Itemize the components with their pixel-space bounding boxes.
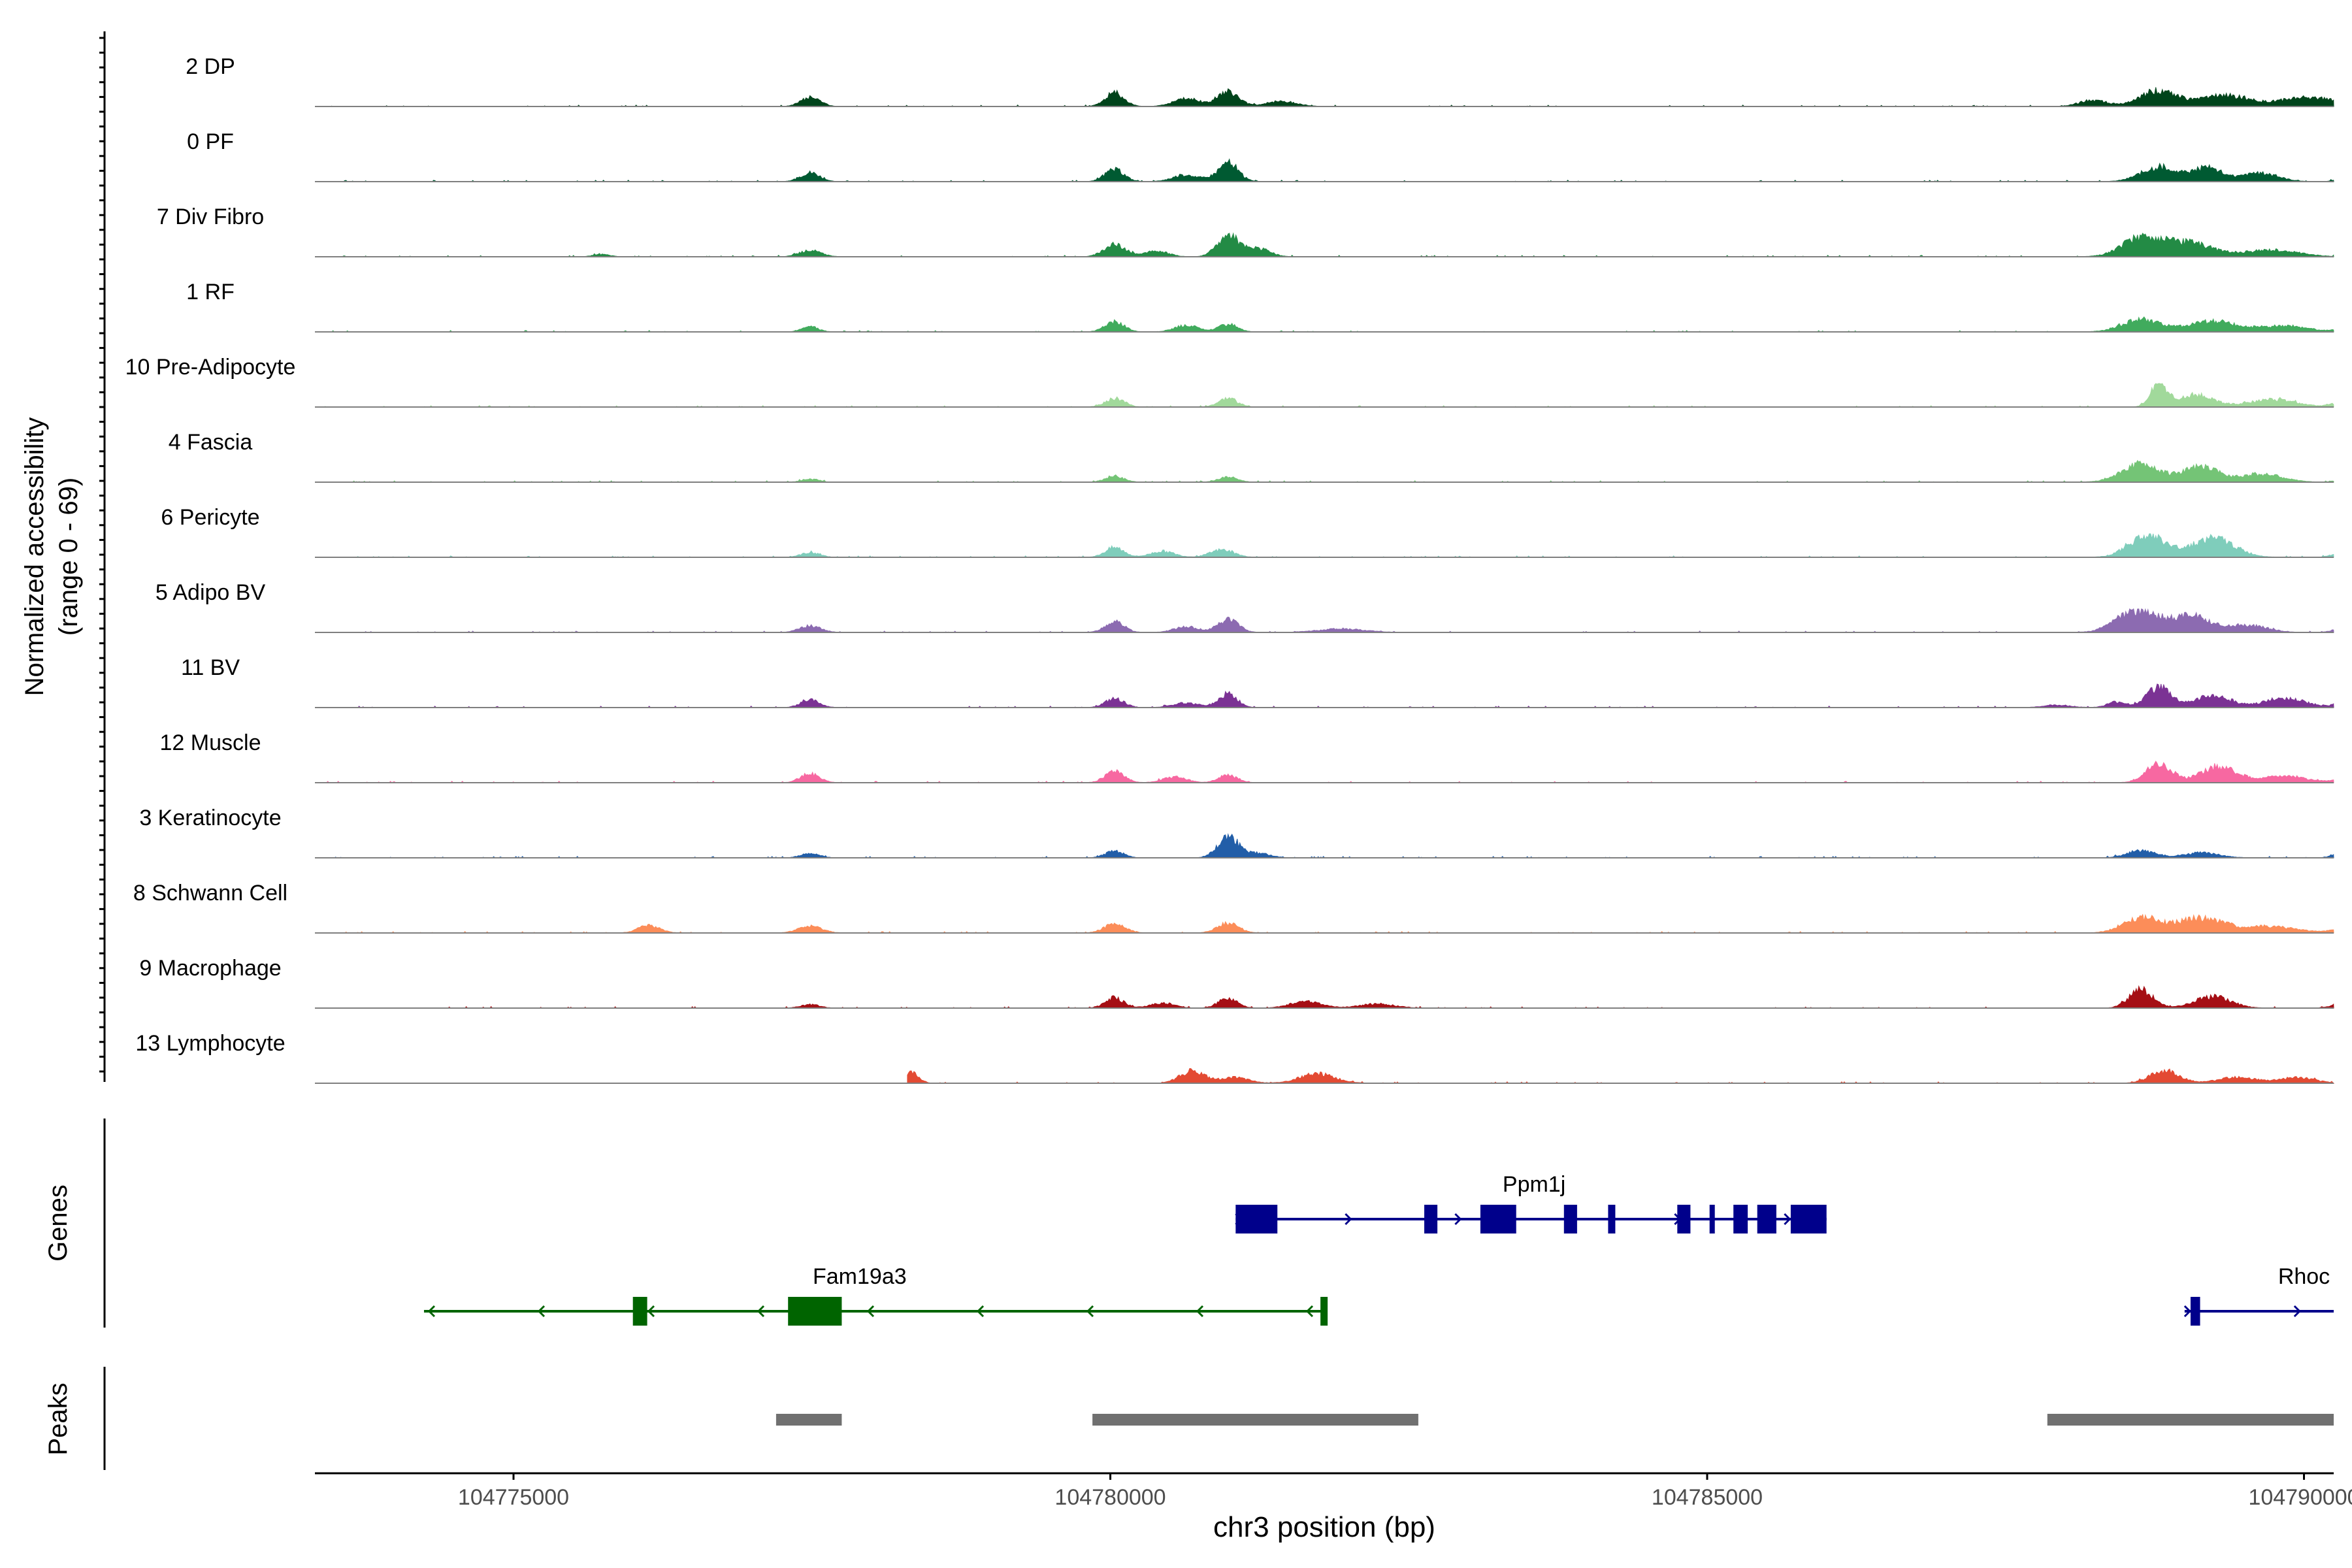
strand-arrow <box>1345 1213 1352 1226</box>
strand-arrow <box>976 1305 985 1318</box>
coverage-tracks: 2 DP 0 PF 7 Div Fibro 1 RF 10 Pre-Adipocyte 4… <box>125 54 2335 1084</box>
peaks-track-label: Peaks <box>44 1382 73 1455</box>
coverage-area-0-pf <box>322 158 2334 182</box>
gene-exon <box>2190 1297 2200 1326</box>
genes-track: Genes Ppm1j Fam19a3 Rhoc <box>44 1119 2334 1328</box>
gene-fam19a3: Fam19a3 <box>423 1264 1328 1326</box>
y-axis-minor-ticks <box>99 37 105 1073</box>
track-11-bv: 11 BV <box>181 655 2334 708</box>
genes-track-label: Genes <box>44 1184 73 1262</box>
coverage-area-4-fascia <box>322 460 2334 483</box>
track-3-keratinocyte: 3 Keratinocyte <box>139 806 2334 858</box>
strand-arrow <box>1196 1305 1204 1318</box>
strand-arrow <box>427 1305 436 1318</box>
coverage-area-7-div-fibro <box>322 232 2334 257</box>
peak-region <box>2047 1414 2334 1426</box>
x-axis-ticks: 104775000 104780000 104785000 104790000 <box>458 1473 2352 1510</box>
gene-exon <box>1757 1205 1776 1233</box>
gene-exon <box>1563 1205 1577 1233</box>
strand-arrow <box>1305 1305 1314 1318</box>
track-label-0-pf: 0 PF <box>187 129 234 154</box>
track-2-dp: 2 DP <box>186 54 2334 107</box>
peak-region <box>1092 1414 1418 1426</box>
x-tick-label: 104775000 <box>458 1485 569 1510</box>
strand-arrow <box>2293 1305 2301 1318</box>
track-label-13-lymphocyte: 13 Lymphocyte <box>135 1031 285 1056</box>
x-tick-label: 104780000 <box>1054 1485 1166 1510</box>
track-label-9-macrophage: 9 Macrophage <box>139 956 281 981</box>
coverage-area-10-pre-adipocyte <box>322 383 2334 408</box>
gene-exon <box>632 1297 647 1326</box>
y-axis-range: (range 0 - 69) <box>54 478 83 636</box>
track-label-1-rf: 1 RF <box>186 280 235 304</box>
track-label-3-keratinocyte: 3 Keratinocyte <box>139 806 281 830</box>
strand-arrow <box>1784 1213 1791 1226</box>
strand-arrow <box>2183 1305 2191 1318</box>
strand-arrow <box>647 1305 655 1318</box>
x-tick-label: 104790000 <box>2248 1485 2352 1510</box>
strand-arrow <box>1454 1213 1462 1226</box>
gene-exon <box>1235 1205 1278 1233</box>
track-1-rf: 1 RF <box>186 280 2334 333</box>
track-7-div-fibro: 7 Div Fibro <box>157 204 2334 257</box>
track-label-10-pre-adipocyte: 10 Pre-Adipocyte <box>125 355 296 380</box>
coverage-area-3-keratinocyte <box>322 833 2334 858</box>
track-label-11-bv: 11 BV <box>181 655 240 680</box>
coverage-area-13-lymphocyte <box>907 1068 2335 1084</box>
coverage-area-8-schwann-cell <box>322 913 2334 934</box>
strand-arrow <box>1086 1305 1094 1318</box>
track-13-lymphocyte: 13 Lymphocyte <box>135 1031 2335 1084</box>
gene-ppm1j: Ppm1j <box>1235 1172 1827 1233</box>
accessibility-y-axis: Normalized accessibility (range 0 - 69) <box>20 31 106 1082</box>
track-0-pf: 0 PF <box>187 129 2334 182</box>
gene-exon <box>1424 1205 1438 1233</box>
gene-rhoc: Rhoc <box>2183 1264 2334 1326</box>
x-tick-label: 104785000 <box>1652 1485 1763 1510</box>
x-axis-title: chr3 position (bp) <box>1213 1511 1435 1543</box>
gene-label-rhoc: Rhoc <box>2278 1264 2330 1289</box>
gene-exon <box>788 1297 842 1326</box>
strand-arrow <box>866 1305 875 1318</box>
strand-arrow <box>757 1305 765 1318</box>
gene-exon <box>1608 1205 1616 1233</box>
track-label-2-dp: 2 DP <box>186 54 235 79</box>
gene-exon <box>1320 1297 1328 1326</box>
track-6-pericyte: 6 Pericyte <box>161 505 2334 558</box>
x-axis: 104775000 104780000 104785000 104790000 chr… <box>315 1472 2352 1543</box>
coverage-area-9-macrophage <box>322 985 2334 1009</box>
gene-exon <box>1790 1205 1827 1233</box>
y-axis-title: Normalized accessibility <box>20 417 49 696</box>
track-label-5-adipo-bv: 5 Adipo BV <box>155 580 266 605</box>
gene-label-fam19a3: Fam19a3 <box>813 1264 907 1289</box>
coverage-area-6-pericyte <box>322 533 2334 558</box>
track-12-muscle: 12 Muscle <box>160 730 2334 783</box>
track-4-fascia: 4 Fascia <box>169 430 2334 483</box>
track-label-12-muscle: 12 Muscle <box>160 730 261 755</box>
track-9-macrophage: 9 Macrophage <box>139 956 2334 1009</box>
track-8-schwann-cell: 8 Schwann Cell <box>133 881 2334 934</box>
strand-arrow <box>537 1305 546 1318</box>
gene-exon <box>1677 1205 1691 1233</box>
coverage-area-5-adipo-bv <box>322 608 2334 633</box>
track-label-6-pericyte: 6 Pericyte <box>161 505 259 530</box>
peaks-track: Peaks <box>44 1367 2334 1470</box>
track-label-4-fascia: 4 Fascia <box>169 430 253 455</box>
gene-exon <box>1709 1205 1715 1233</box>
track-5-adipo-bv: 5 Adipo BV <box>155 580 2334 633</box>
gene-label-ppm1j: Ppm1j <box>1503 1172 1565 1197</box>
peak-region <box>776 1414 842 1426</box>
track-label-7-div-fibro: 7 Div Fibro <box>157 204 264 229</box>
coverage-area-1-rf <box>322 316 2334 333</box>
track-10-pre-adipocyte: 10 Pre-Adipocyte <box>125 355 2334 408</box>
coverage-area-11-bv <box>322 683 2334 708</box>
gene-exon <box>1733 1205 1748 1233</box>
coverage-area-2-dp <box>322 87 2334 107</box>
track-label-8-schwann-cell: 8 Schwann Cell <box>133 881 287 906</box>
gene-exon <box>1480 1205 1516 1233</box>
coverage-area-12-muscle <box>322 760 2334 783</box>
